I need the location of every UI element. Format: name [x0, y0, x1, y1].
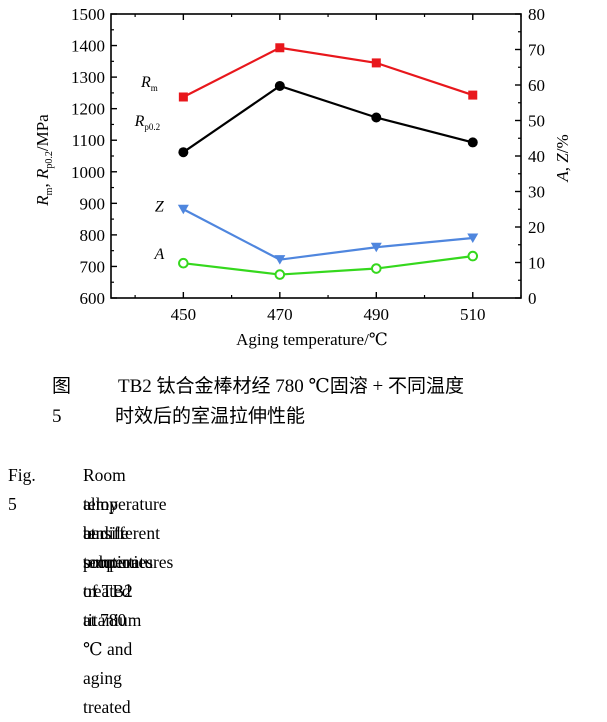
data-point [274, 255, 286, 265]
data-point [178, 257, 189, 269]
right-tick-label: 30 [528, 183, 545, 202]
right-tick-label: 60 [528, 76, 545, 95]
caption-en-label: Fig. 5 [8, 465, 36, 514]
data-point [370, 242, 382, 253]
x-tick-label: 450 [171, 305, 197, 324]
right-axis-ticks: 0 10 20 30 40 50 60 70 80 [515, 5, 545, 308]
left-tick-label: 600 [80, 289, 106, 308]
series-labels: Rm Rp0.2 Z A [134, 74, 165, 263]
x-tick-label: 470 [267, 305, 293, 324]
data-point [467, 233, 479, 244]
x-axis-ticks: 450 470 490 510 [134, 14, 522, 324]
left-tick-label: 1100 [72, 131, 105, 150]
data-point [467, 137, 478, 148]
series-lines [182, 46, 474, 276]
data-point [274, 269, 286, 280]
data-point [274, 80, 285, 91]
series-line-a [183, 255, 473, 276]
right-tick-label: 10 [528, 254, 545, 273]
left-axis-ticks: 600 700 800 900 1000 1100 1200 1300 1400 1500 [71, 5, 117, 308]
data-point [371, 58, 381, 68]
series-label: Z [155, 198, 165, 215]
right-tick-label: 40 [528, 147, 545, 166]
data-point [178, 147, 189, 158]
right-tick-label: 80 [528, 5, 545, 24]
left-tick-label: 1300 [71, 68, 105, 87]
left-tick-label: 800 [80, 226, 106, 245]
caption-en-line3: at different temperatures [83, 523, 174, 572]
right-tick-label: 70 [528, 41, 545, 60]
data-point [468, 90, 478, 100]
caption-cn-line2: 时效后的室温拉伸性能 [115, 406, 306, 427]
left-tick-label: 1500 [71, 5, 105, 24]
left-axis-label: Rm, Rp0.2/MPa [33, 114, 55, 207]
right-tick-label: 20 [528, 218, 545, 237]
data-point [178, 92, 188, 102]
series-line-z [182, 208, 473, 261]
x-axis-label: Aging temperature/℃ [236, 330, 388, 349]
left-tick-label: 900 [80, 194, 106, 213]
chart: 600 700 800 900 1000 1100 1200 1300 1400 1500 0 10… [33, 5, 572, 349]
left-tick-label: 1200 [71, 100, 105, 119]
x-tick-label: 490 [364, 305, 390, 324]
data-point [177, 204, 189, 215]
series-label: A [153, 246, 164, 263]
data-point [370, 263, 382, 274]
left-tick-label: 1000 [71, 163, 105, 182]
data-point [467, 250, 479, 262]
series-markers [177, 43, 479, 280]
left-tick-label: 1400 [71, 37, 105, 56]
x-tick-label: 510 [460, 305, 486, 324]
series-label: Rp0.2 [134, 113, 161, 132]
left-tick-label: 700 [80, 257, 106, 276]
data-point [371, 112, 382, 123]
series-line-rp02 [182, 84, 474, 154]
series-line-rm [182, 46, 474, 98]
series-label: Rm [140, 74, 158, 93]
data-point [275, 43, 285, 53]
caption-cn-line1: TB2 钛合金棒材经 780 ℃固溶 + 不同温度 [118, 376, 464, 397]
caption-cn-label: 图 5 [52, 376, 72, 427]
right-axis-label: A, Z/% [553, 134, 572, 182]
right-tick-label: 0 [528, 289, 537, 308]
right-tick-label: 50 [528, 112, 545, 131]
